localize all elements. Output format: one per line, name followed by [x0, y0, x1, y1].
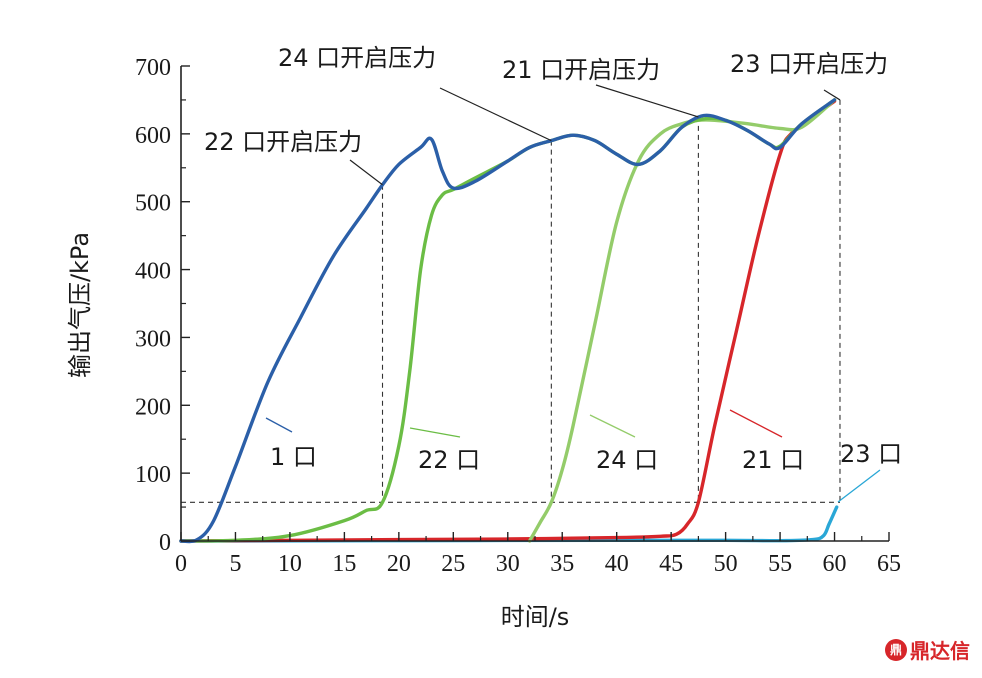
watermark-text: 鼎达信: [910, 639, 970, 663]
pressure-annotation: 23 口开启压力: [730, 50, 888, 78]
watermark-logo-icon: 鼎: [885, 638, 907, 661]
series-label-leader: [837, 469, 881, 503]
y-tick-label: 400: [135, 259, 171, 285]
pressure-annotation: 21 口开启压力: [502, 56, 660, 84]
series-line-2: [527, 98, 837, 543]
x-tick-label: 50: [714, 551, 738, 577]
y-tick-label: 300: [135, 326, 171, 352]
x-tick-label: 45: [659, 551, 683, 577]
pressure-annotation: 24 口开启压力: [278, 44, 436, 72]
y-tick-label: 700: [135, 55, 171, 81]
pressure-annotation-leader: [595, 84, 699, 118]
series-label-leader: [265, 417, 293, 433]
series-label: 1 口: [270, 443, 317, 471]
series-line-3: [179, 99, 837, 543]
pressure-annotation: 22 口开启压力: [204, 128, 362, 156]
x-tick-label: 20: [387, 551, 411, 577]
x-tick-label: 25: [441, 551, 465, 577]
series-label: 21 口: [742, 446, 804, 474]
labels-layer: 1 口 22 口 24 口 21 口 23 口 22 口开启压力 24 口开启压力 21 口开…: [204, 44, 902, 503]
x-tick-label: 5: [229, 551, 241, 577]
series-label: 24 口: [596, 446, 658, 474]
guide-lines: [181, 99, 841, 503]
pressure-annotation-leader: [349, 159, 383, 186]
y-tick-label: 0: [159, 530, 171, 556]
series-label: 22 口: [418, 446, 480, 474]
series-label-leader: [409, 427, 461, 438]
series-label-leader: [729, 409, 783, 438]
axes: 0 5 10 15 20 25 30 35 40 45 50 55 60 65 0 100 200 300 400 5…: [135, 55, 901, 577]
y-tick-label: 200: [135, 394, 171, 420]
y-axis-title: 输出气压/kPa: [66, 232, 94, 378]
x-tick-label: 40: [605, 551, 629, 577]
watermark: 鼎 鼎达信: [885, 635, 970, 664]
series-line-1: [179, 98, 837, 543]
x-tick-label: 35: [550, 551, 574, 577]
x-tick-label: 65: [877, 551, 901, 577]
y-tick-label: 500: [135, 191, 171, 217]
y-tick-label: 600: [135, 123, 171, 149]
x-tick-label: 0: [175, 551, 187, 577]
x-axis-title: 时间/s: [501, 603, 570, 631]
x-tick-label: 55: [768, 551, 792, 577]
y-tick-label: 100: [135, 462, 171, 488]
pressure-annotation-leader: [439, 87, 552, 142]
series-label-leader: [589, 414, 636, 438]
series-layer: [179, 98, 839, 544]
x-tick-label: 30: [496, 551, 520, 577]
x-tick-label: 60: [823, 551, 847, 577]
series-label: 23 口: [840, 440, 902, 468]
x-tick-label: 10: [278, 551, 302, 577]
x-tick-label: 15: [332, 551, 356, 577]
pressure-annotation-leader: [823, 89, 841, 101]
series-line-0: [179, 98, 837, 544]
